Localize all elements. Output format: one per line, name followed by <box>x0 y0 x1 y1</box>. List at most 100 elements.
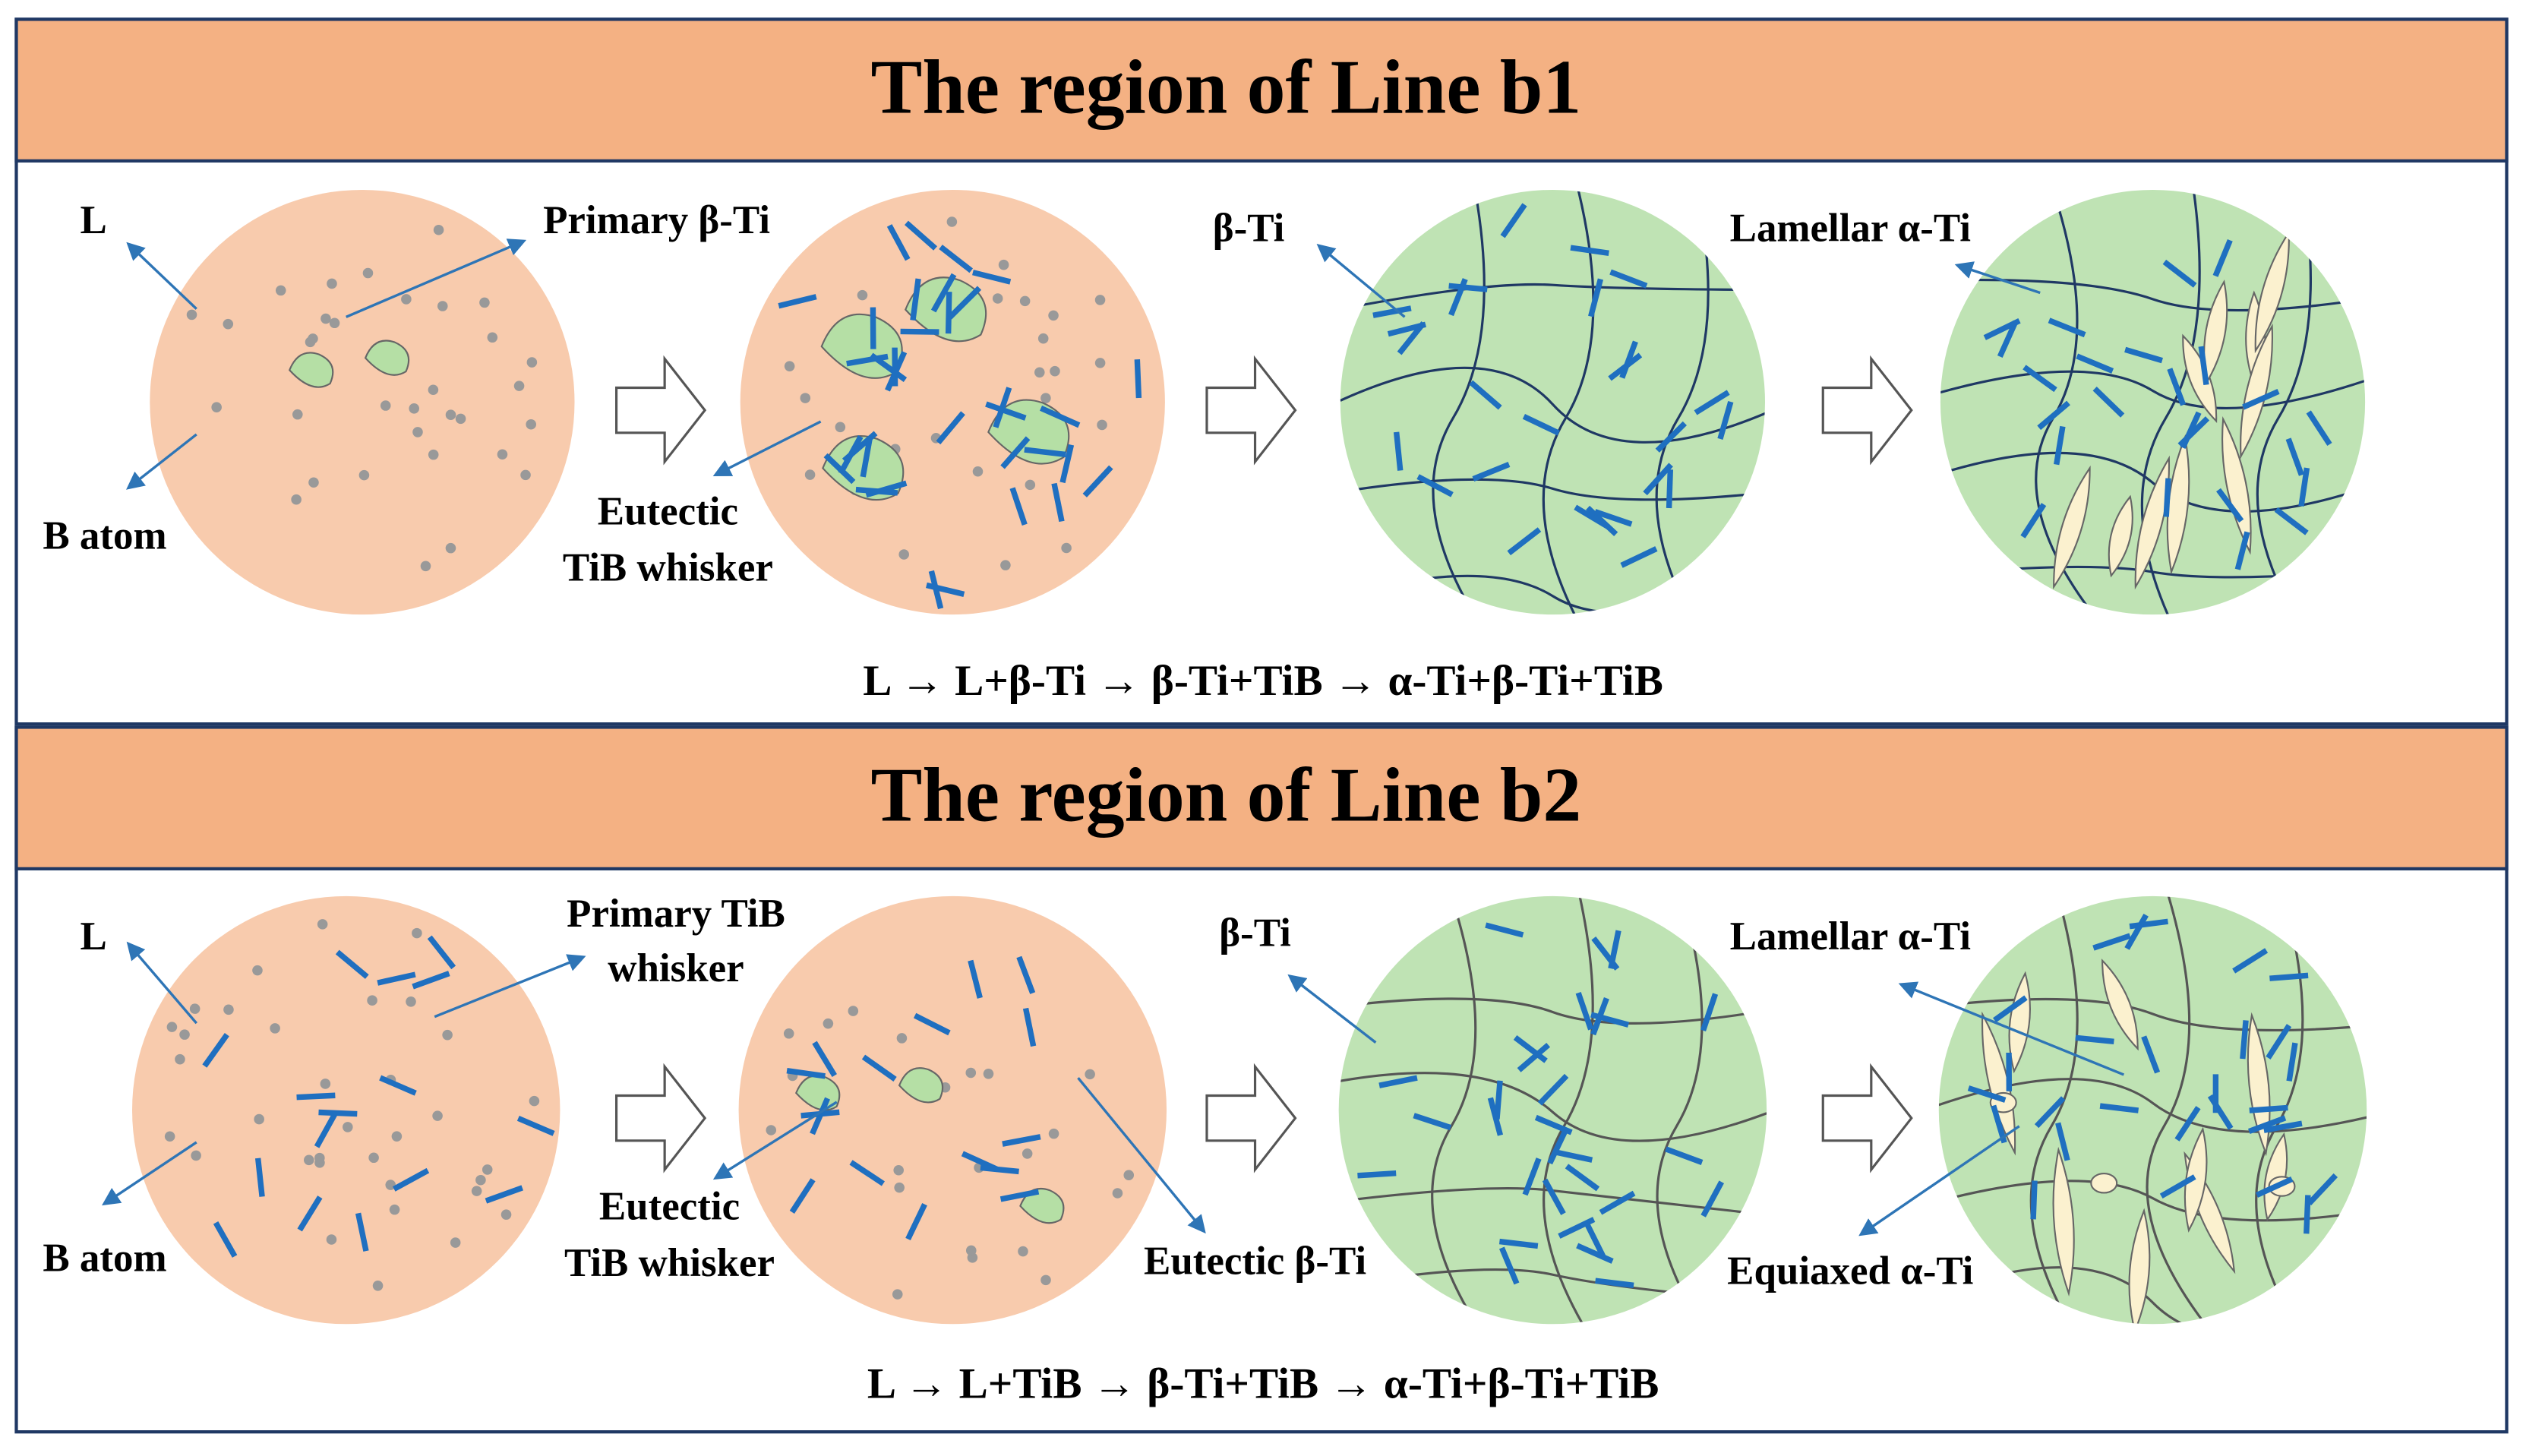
b-atom <box>252 965 263 976</box>
tib-whisker <box>2240 1020 2249 1060</box>
b-atom <box>275 285 286 296</box>
tib-whisker <box>2020 503 2047 538</box>
b-atom <box>1040 393 1051 403</box>
tib-whisker <box>1002 1134 1041 1147</box>
tib-whisker <box>318 1109 358 1117</box>
tib-whisker <box>1967 1085 2007 1103</box>
b-atom <box>254 1113 264 1125</box>
b-atom <box>166 1022 178 1032</box>
tib-whisker <box>2174 1106 2201 1142</box>
annotation-label: Primary β-Ti <box>543 198 770 242</box>
tib-whisker <box>2159 1174 2196 1199</box>
tib-whisker <box>1575 991 1594 1031</box>
tib-whisker <box>1009 487 1028 526</box>
b-atom <box>401 294 412 305</box>
tib-whisker <box>1487 1097 1504 1136</box>
b-atom <box>433 224 444 235</box>
b-atom <box>428 449 439 460</box>
tib-whisker <box>1469 380 1502 410</box>
b-atom <box>385 1180 396 1190</box>
circle-contents <box>1338 895 1767 1325</box>
leader-arrow <box>712 1101 838 1180</box>
tib-whisker <box>2198 346 2209 386</box>
tib-whisker <box>905 220 938 251</box>
reaction-equation: L → L+β-Ti → β-Ti+TiB → α-Ti+β-Ti+TiB <box>863 657 1663 705</box>
b-atom <box>303 1154 314 1166</box>
beta-grain <box>364 340 410 376</box>
tib-whisker <box>202 1033 229 1068</box>
tib-whisker <box>427 935 456 970</box>
b-atom <box>823 1018 834 1029</box>
b-atom <box>362 267 374 279</box>
tib-whisker <box>1590 1012 1630 1028</box>
b-atom <box>894 1182 905 1193</box>
tib-whisker <box>1574 504 1610 530</box>
alpha-lamella <box>2101 959 2139 1051</box>
annotation-label: Primary TiB <box>567 892 785 936</box>
tib-whisker <box>939 245 974 273</box>
b-atom <box>1040 1274 1051 1286</box>
b-atom <box>432 1110 443 1121</box>
tib-whisker <box>846 353 889 367</box>
annotation-label: B atom <box>43 513 166 557</box>
tib-whisker <box>1599 1190 1636 1215</box>
tib-whisker <box>1547 1127 1569 1165</box>
grain-boundary <box>1938 1078 2367 1133</box>
process-arrow <box>1821 355 1913 466</box>
tib-whisker <box>2030 1180 2038 1220</box>
circle-contents <box>766 955 1135 1300</box>
b-atom <box>179 1029 190 1040</box>
tib-whisker <box>2242 389 2280 410</box>
b-atom <box>529 1095 540 1107</box>
circle-contents <box>186 224 538 572</box>
b-atom <box>450 1237 461 1248</box>
grain-boundary <box>2146 895 2206 1325</box>
b-atom <box>223 1004 234 1015</box>
grain-boundary <box>2029 895 2079 1325</box>
tib-whisker <box>2216 488 2244 523</box>
b-atom <box>482 1164 493 1175</box>
b-atom <box>487 332 498 343</box>
tib-whisker <box>823 453 856 485</box>
grain-boundary <box>1940 278 2366 312</box>
tib-whisker <box>254 1158 265 1197</box>
tib-whisker <box>1082 465 1113 497</box>
b-atom <box>317 919 328 930</box>
tib-whisker <box>1608 930 1621 969</box>
grain-boundary <box>1432 189 1486 615</box>
b-atom <box>1094 295 1106 305</box>
tib-whisker <box>1700 1180 1725 1218</box>
tib-whisker <box>2075 1034 2114 1044</box>
circle-contents <box>1938 895 2367 1325</box>
tib-whisker <box>213 1221 238 1258</box>
tib-whisker <box>2167 368 2187 406</box>
tib-whisker <box>947 286 982 320</box>
tib-whisker <box>2124 346 2163 364</box>
tib-whisker <box>2207 1094 2234 1130</box>
alpha-lamella <box>2128 1208 2151 1325</box>
b-atom <box>965 1067 977 1079</box>
annotation-label: Eutectic <box>598 490 738 534</box>
b-atom <box>1048 310 1059 321</box>
tib-whisker <box>786 1067 826 1079</box>
panel-title: The region of Line b1 <box>871 43 1582 129</box>
tib-whisker <box>1494 1080 1503 1120</box>
process-arrow <box>1205 355 1297 466</box>
tib-whisker <box>1378 1075 1418 1088</box>
annotation-label: TiB whisker <box>564 1241 775 1285</box>
b-atom <box>455 413 466 425</box>
tib-whisker <box>842 431 878 463</box>
annotation-label: Lamellar α-Ti <box>1730 207 1971 251</box>
annotation-label: Eutectic β-Ti <box>1144 1240 1366 1284</box>
b-atom <box>321 313 331 324</box>
tib-whisker <box>980 1164 1019 1175</box>
tib-whisker <box>485 1185 523 1204</box>
annotation-label: TiB whisker <box>563 546 773 590</box>
tib-whisker <box>1522 1158 1542 1196</box>
tib-whisker <box>1570 245 1609 257</box>
tib-whisker <box>1997 320 2019 358</box>
b-atom <box>898 549 909 560</box>
b-atom <box>186 309 197 321</box>
b-atom <box>437 301 448 311</box>
leader-arrow <box>1954 261 2041 295</box>
